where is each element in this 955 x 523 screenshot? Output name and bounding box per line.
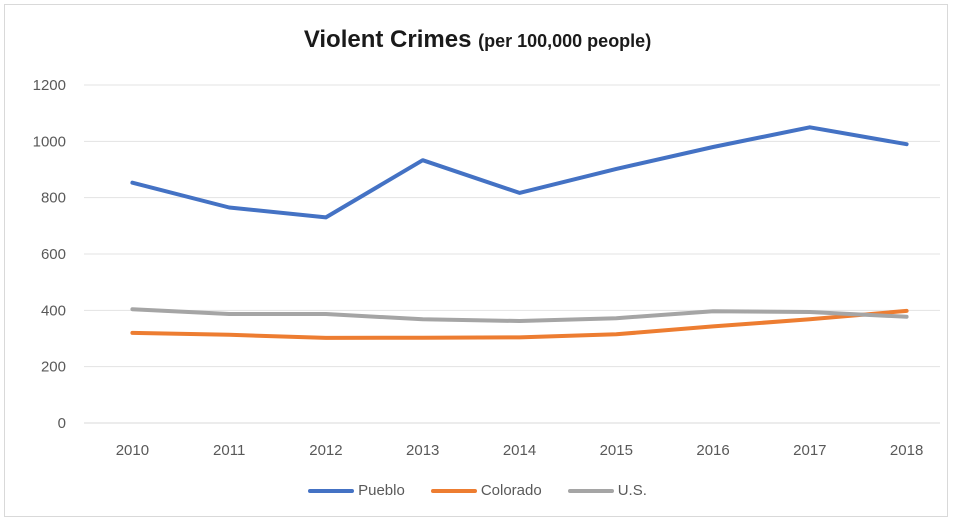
y-tick-label: 600 (41, 246, 66, 263)
x-tick-label: 2011 (213, 442, 245, 459)
legend-item-pueblo: Pueblo (308, 482, 405, 499)
chart-subtitle: (per 100,000 people) (478, 31, 652, 51)
legend-label: Pueblo (358, 482, 405, 499)
x-tick-label: 2018 (890, 442, 923, 459)
chart-frame (4, 4, 948, 517)
x-tick-label: 2014 (503, 442, 536, 459)
x-tick-label: 2016 (696, 442, 729, 459)
y-tick-label: 200 (41, 359, 66, 376)
y-tick-label: 0 (58, 415, 66, 432)
series-line-pueblo (130, 125, 909, 220)
x-tick-label: 2015 (600, 442, 633, 459)
x-tick-label: 2017 (793, 442, 826, 459)
chart-title: Violent Crimes (per 100,000 people) (0, 26, 955, 54)
x-tick-label: 2010 (116, 442, 149, 459)
legend-label: Colorado (480, 482, 542, 499)
x-tick-label: 2012 (309, 442, 342, 459)
y-tick-label: 400 (41, 302, 66, 319)
legend-swatch (308, 488, 355, 493)
chart-title-main: Violent Crimes (303, 26, 472, 53)
y-tick-label: 1200 (33, 77, 66, 94)
legend-label: U.S. (617, 482, 647, 499)
y-tick-label: 1000 (33, 133, 66, 150)
legend-item-colorado: Colorado (430, 482, 542, 499)
series-line-u-s (130, 307, 909, 323)
legend: Pueblo Colorado U.S. (0, 482, 955, 499)
series-line-colorado (130, 308, 909, 340)
legend-swatch (430, 488, 477, 493)
y-tick-label: 800 (41, 190, 66, 207)
legend-item-u-s: U.S. (567, 482, 647, 499)
x-tick-label: 2013 (406, 442, 439, 459)
legend-swatch (567, 488, 614, 493)
